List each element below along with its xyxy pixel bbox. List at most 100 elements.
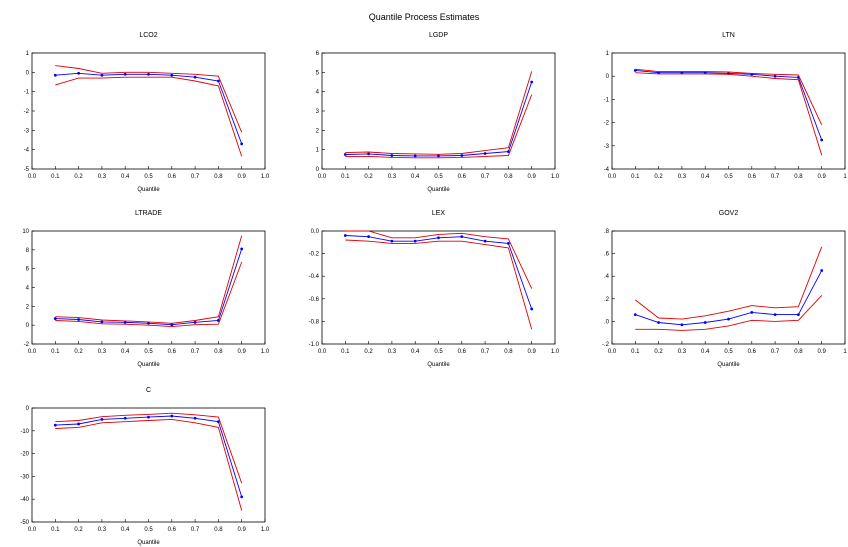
y-tick-label: -0.4	[309, 274, 320, 280]
panel-gov2: GOV2 .8 .6 .4 .2 .0 -.20.0 0.1 0.2 0.3 0.4 0.5 0.6 0.…	[602, 210, 847, 368]
x-tick-label: 0.0	[608, 174, 617, 180]
estimate-point	[217, 420, 220, 424]
y-tick-label: 2	[316, 128, 320, 134]
panel-lco2: LCO2 1 0 -1 -2 -3 -4 -50.0 0.1 0.2 0.3 0.4 0.5 0.6 0.7…	[24, 32, 270, 193]
panel-title: LGDP	[429, 32, 448, 39]
x-tick-label: 0.8	[214, 527, 223, 533]
estimate-point	[413, 239, 417, 243]
y-tick-label: -20	[20, 452, 29, 458]
y-tick-label: 0	[316, 167, 320, 173]
x-tick-label: 0.7	[771, 174, 780, 180]
series-lower-line	[55, 76, 243, 157]
estimate-point	[437, 236, 440, 240]
estimate-point	[100, 320, 104, 324]
estimate-point	[193, 416, 197, 420]
estimate-point	[77, 422, 80, 426]
x-axis-label: Quantile	[427, 187, 450, 193]
x-tick-label: 0.0	[28, 527, 37, 533]
estimate-point	[390, 239, 394, 243]
x-tick-label: 0.7	[191, 527, 200, 533]
x-tick-label: 0.4	[701, 349, 710, 355]
estimate-point	[773, 74, 777, 78]
y-tick-label: .0	[604, 319, 610, 325]
panel-title: LCO2	[139, 32, 157, 39]
y-tick-label: -50	[20, 520, 29, 526]
panel-ltn: LTN 1 0 -1 -2 -3 -40.0 0.1 0.2 0.3 0.4 0.5 0.6 0.7 0.8…	[604, 32, 848, 180]
estimate-point	[367, 235, 370, 239]
y-tick-label: 1	[316, 148, 320, 154]
y-tick-label: 0	[606, 74, 610, 80]
y-tick-label: 0	[26, 406, 30, 412]
estimate-point	[460, 154, 464, 157]
y-tick-label: -30	[20, 474, 29, 480]
x-tick-label: 0.8	[214, 174, 223, 180]
panel-title: C	[146, 387, 151, 394]
estimate-point	[530, 80, 534, 84]
x-tick-label: 0.9	[818, 174, 827, 180]
estimate-point	[147, 72, 150, 76]
series-lower-line	[635, 72, 823, 156]
y-tick-label: .6	[604, 252, 610, 258]
estimate-point	[170, 414, 174, 418]
y-tick-label: 1	[606, 51, 610, 57]
series-lower-line	[345, 94, 533, 159]
x-tick-label: 0.9	[528, 174, 537, 180]
panel-title: LEX	[432, 210, 446, 217]
estimate-point	[77, 318, 80, 321]
x-tick-label: 0.4	[701, 174, 710, 180]
x-tick-label: 1.0	[261, 527, 270, 533]
estimate-point	[343, 153, 347, 156]
x-tick-label: 0.2	[364, 349, 373, 355]
x-tick-label: 0.1	[51, 349, 60, 355]
estimate-point	[53, 317, 57, 320]
x-tick-label: 0.5	[144, 349, 153, 355]
x-tick-label: 0.4	[411, 174, 420, 180]
estimate-point	[703, 321, 707, 324]
estimate-point	[240, 495, 244, 499]
x-tick-label: 0.6	[168, 527, 177, 533]
estimate-point	[773, 313, 777, 317]
x-tick-label: 0.7	[771, 349, 780, 355]
y-tick-label: -5	[24, 167, 30, 173]
series-estimate-line	[635, 69, 823, 141]
series-estimate-line	[635, 270, 823, 326]
x-tick-label: 0.7	[481, 174, 490, 180]
x-tick-label: 0.2	[654, 349, 663, 355]
series-lower-line	[55, 261, 243, 328]
x-tick-label: 0.1	[341, 174, 350, 180]
x-tick-label: 1.0	[551, 349, 560, 355]
series-estimate-line	[55, 415, 243, 498]
estimate-point	[53, 423, 57, 427]
estimate-point	[820, 138, 824, 142]
y-tick-label: 2	[26, 304, 30, 310]
estimate-point	[727, 317, 730, 321]
main-title: Quantile Process Estimates	[368, 12, 480, 22]
estimate-point	[413, 154, 417, 158]
estimate-point	[240, 247, 244, 251]
series-estimate-line	[345, 81, 533, 157]
y-tick-label: .2	[604, 297, 610, 303]
x-tick-label: 0.3	[678, 174, 687, 180]
estimate-point	[507, 150, 510, 154]
estimate-point	[797, 313, 800, 317]
x-tick-label: 1.0	[261, 174, 270, 180]
series-upper-line	[345, 230, 533, 289]
estimate-point	[170, 323, 174, 327]
x-tick-label: 0.2	[654, 174, 663, 180]
estimate-point	[123, 72, 127, 76]
x-tick-label: 0.6	[168, 349, 177, 355]
x-axis-label: Quantile	[427, 362, 450, 368]
x-tick-label: 0.8	[504, 174, 513, 180]
y-tick-label: -0.2	[309, 252, 320, 258]
x-tick-label: 0.9	[238, 527, 247, 533]
x-tick-label: 0.5	[434, 349, 443, 355]
x-tick-label: 1.0	[551, 174, 560, 180]
x-tick-label: 0.8	[794, 349, 803, 355]
x-tick-label: 0.0	[318, 174, 327, 180]
series-upper-line	[55, 235, 243, 324]
estimate-point	[367, 152, 370, 156]
plot-frame	[31, 52, 266, 170]
x-tick-label: 0.0	[28, 349, 37, 355]
estimate-point	[633, 313, 637, 317]
x-tick-label: 0.3	[678, 349, 687, 355]
